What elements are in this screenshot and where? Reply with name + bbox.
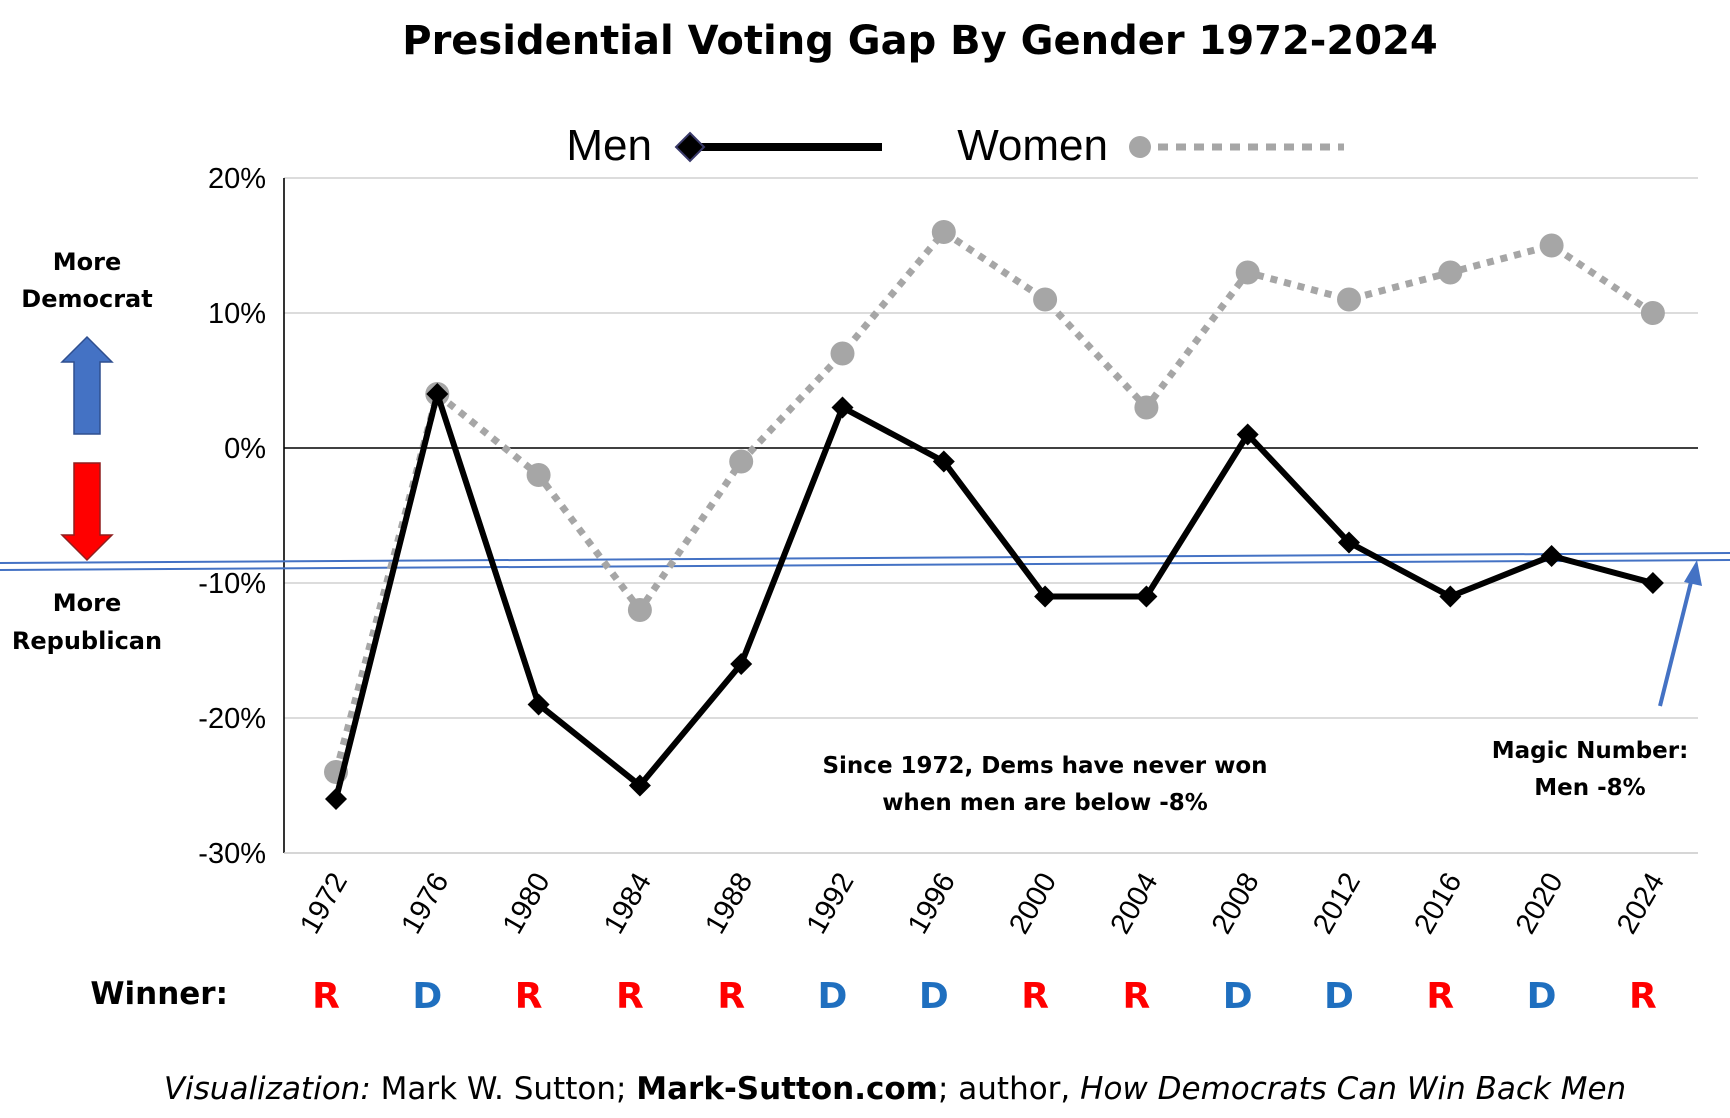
y-tick-label: -20% (198, 703, 266, 735)
legend-men-marker (674, 131, 706, 163)
men-point-1984 (628, 774, 651, 797)
winner-2020: D (1527, 976, 1557, 1017)
men-point-2004 (1135, 585, 1158, 608)
threshold-line-a (0, 552, 1730, 564)
women-line (332, 227, 1655, 773)
women-point-2024 (1640, 301, 1665, 325)
x-tick-label: 1980 (497, 868, 557, 940)
men-point-1996 (932, 450, 955, 473)
x-tick-label: 2004 (1104, 868, 1164, 940)
men-point-2016 (1439, 585, 1462, 608)
women-point-1980 (526, 463, 551, 487)
y-tick-label: -10% (198, 568, 266, 600)
x-tick-label: 1984 (598, 868, 658, 940)
series-men (325, 383, 1664, 810)
threshold-line (0, 552, 1730, 571)
side-direction-indicator: More Democrat More Republican (12, 248, 162, 655)
magic-number-arrowhead-icon (1684, 560, 1702, 586)
women-point-1984 (627, 598, 652, 622)
men-point-2012 (1338, 531, 1360, 554)
men-line (333, 391, 1654, 800)
annotations: Since 1972, Dems have never won when men … (822, 560, 1702, 816)
men-point-2000 (1034, 585, 1057, 608)
men-point-1992 (831, 396, 854, 419)
men-point-1972 (325, 788, 347, 810)
y-tick-label: 0% (224, 433, 266, 465)
x-tick-label: 2008 (1206, 868, 1266, 940)
side-label-bottom-line1: More (53, 589, 121, 617)
x-tick-label: 1988 (699, 868, 759, 940)
women-point-1992 (830, 341, 855, 366)
winner-2024: R (1629, 976, 1657, 1017)
credit-book-title: How Democrats Can Win Back Men (1080, 1071, 1626, 1107)
men-point-2008 (1236, 423, 1259, 446)
men-point-1988 (730, 653, 753, 675)
credit-line: Visualization: Mark W. Sutton; Mark-Sutt… (164, 1071, 1626, 1107)
women-point-2000 (1033, 287, 1058, 312)
credit-author: Mark W. Sutton; (371, 1071, 637, 1107)
threshold-line-b (0, 559, 1730, 571)
y-tick-label: -30% (198, 838, 266, 870)
arrow-up-icon (60, 335, 114, 435)
annotation-magic-line2: Men -8% (1534, 775, 1645, 801)
x-tick-label: 1996 (902, 868, 962, 940)
credit-visualization: Visualization: (164, 1071, 371, 1107)
annotation-magic-line1: Magic Number: (1492, 738, 1689, 764)
x-tick-label: 2024 (1611, 868, 1671, 940)
legend-women-marker (1129, 136, 1151, 158)
x-tick-labels: 1972 1976 1980 1984 1988 1992 1996 2000 2004 2008… (294, 868, 1671, 940)
winner-label: Winner: (90, 976, 228, 1012)
x-tick-label: 1972 (294, 868, 354, 940)
side-label-top-line1: More (53, 248, 121, 276)
winner-2000: R (1021, 976, 1049, 1017)
x-tick-label: 2016 (1408, 868, 1468, 940)
x-tick-label: 1976 (395, 868, 455, 940)
men-point-1976 (426, 383, 449, 405)
winner-2008: D (1223, 976, 1253, 1017)
chart-title: Presidential Voting Gap By Gender 1972-2… (402, 18, 1438, 64)
side-label-bottom-line2: Republican (12, 627, 162, 655)
women-point-2016 (1438, 260, 1463, 285)
winner-1972: R (312, 976, 340, 1017)
side-label-top-line2: Democrat (21, 285, 152, 313)
women-point-1996 (931, 220, 956, 244)
winner-2016: R (1426, 976, 1454, 1017)
credit-author-role: ; author, (938, 1071, 1080, 1107)
x-tick-label: 2000 (1003, 868, 1063, 940)
winner-1976: D (412, 976, 442, 1017)
axes: 20% 10% 0% -10% -20% -30% (198, 163, 1698, 870)
grid-lines (284, 177, 1698, 854)
winner-1996: D (919, 976, 949, 1017)
women-point-2020 (1539, 233, 1564, 258)
legend-men-label: Men (566, 121, 652, 170)
y-tick-label: 10% (208, 298, 266, 330)
women-point-2004 (1134, 395, 1159, 420)
winner-1992: D (818, 976, 848, 1017)
men-point-1980 (527, 693, 550, 716)
x-tick-label: 1992 (801, 868, 861, 940)
women-point-2012 (1337, 287, 1361, 312)
legend: Men Women (566, 121, 1344, 170)
winner-2004: R (1123, 976, 1151, 1017)
winner-row: Winner: R D R R R D D R R D D R D R (90, 976, 1656, 1017)
x-tick-label: 2020 (1510, 868, 1570, 940)
winner-2012: D (1324, 976, 1354, 1017)
arrow-down-icon (60, 462, 114, 562)
winner-1984: R (616, 976, 644, 1017)
men-point-2024 (1641, 572, 1664, 594)
y-tick-label: 20% (208, 163, 266, 195)
women-point-1988 (729, 449, 754, 474)
magic-number-pointer (1658, 577, 1694, 707)
annotation-center-line2: when men are below -8% (882, 790, 1208, 816)
credit-website: Mark-Sutton.com (636, 1071, 938, 1107)
series-women (324, 220, 1665, 784)
legend-women-label: Women (957, 121, 1108, 170)
women-point-2008 (1235, 260, 1260, 285)
x-tick-label: 2012 (1307, 868, 1367, 940)
men-point-2020 (1540, 545, 1563, 567)
winner-1980: R (515, 976, 543, 1017)
annotation-center-line1: Since 1972, Dems have never won (822, 753, 1267, 779)
winner-1988: R (717, 976, 745, 1017)
